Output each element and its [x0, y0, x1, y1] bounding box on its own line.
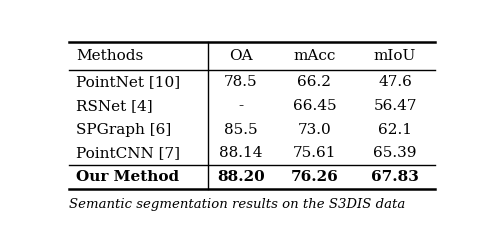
Text: 47.6: 47.6 — [378, 75, 412, 89]
Text: RSNet [4]: RSNet [4] — [76, 99, 153, 113]
Text: 85.5: 85.5 — [224, 122, 258, 137]
Text: PointCNN [7]: PointCNN [7] — [76, 146, 180, 160]
Text: Semantic segmentation results on the S3DIS data: Semantic segmentation results on the S3D… — [68, 198, 405, 211]
Text: 65.39: 65.39 — [373, 146, 417, 160]
Text: 66.45: 66.45 — [292, 99, 336, 113]
Text: Methods: Methods — [76, 49, 143, 63]
Text: 78.5: 78.5 — [224, 75, 258, 89]
Text: 76.26: 76.26 — [290, 170, 338, 184]
Text: mAcc: mAcc — [293, 49, 336, 63]
Text: mIoU: mIoU — [374, 49, 416, 63]
Text: 75.61: 75.61 — [293, 146, 336, 160]
Text: OA: OA — [229, 49, 253, 63]
Text: PointNet [10]: PointNet [10] — [76, 75, 180, 89]
Text: 88.14: 88.14 — [219, 146, 263, 160]
Text: 73.0: 73.0 — [298, 122, 331, 137]
Text: 67.83: 67.83 — [371, 170, 419, 184]
Text: 62.1: 62.1 — [378, 122, 412, 137]
Text: Our Method: Our Method — [76, 170, 179, 184]
Text: 88.20: 88.20 — [217, 170, 265, 184]
Text: SPGraph [6]: SPGraph [6] — [76, 122, 171, 137]
Text: 66.2: 66.2 — [297, 75, 331, 89]
Text: 56.47: 56.47 — [373, 99, 417, 113]
Text: -: - — [239, 99, 244, 113]
